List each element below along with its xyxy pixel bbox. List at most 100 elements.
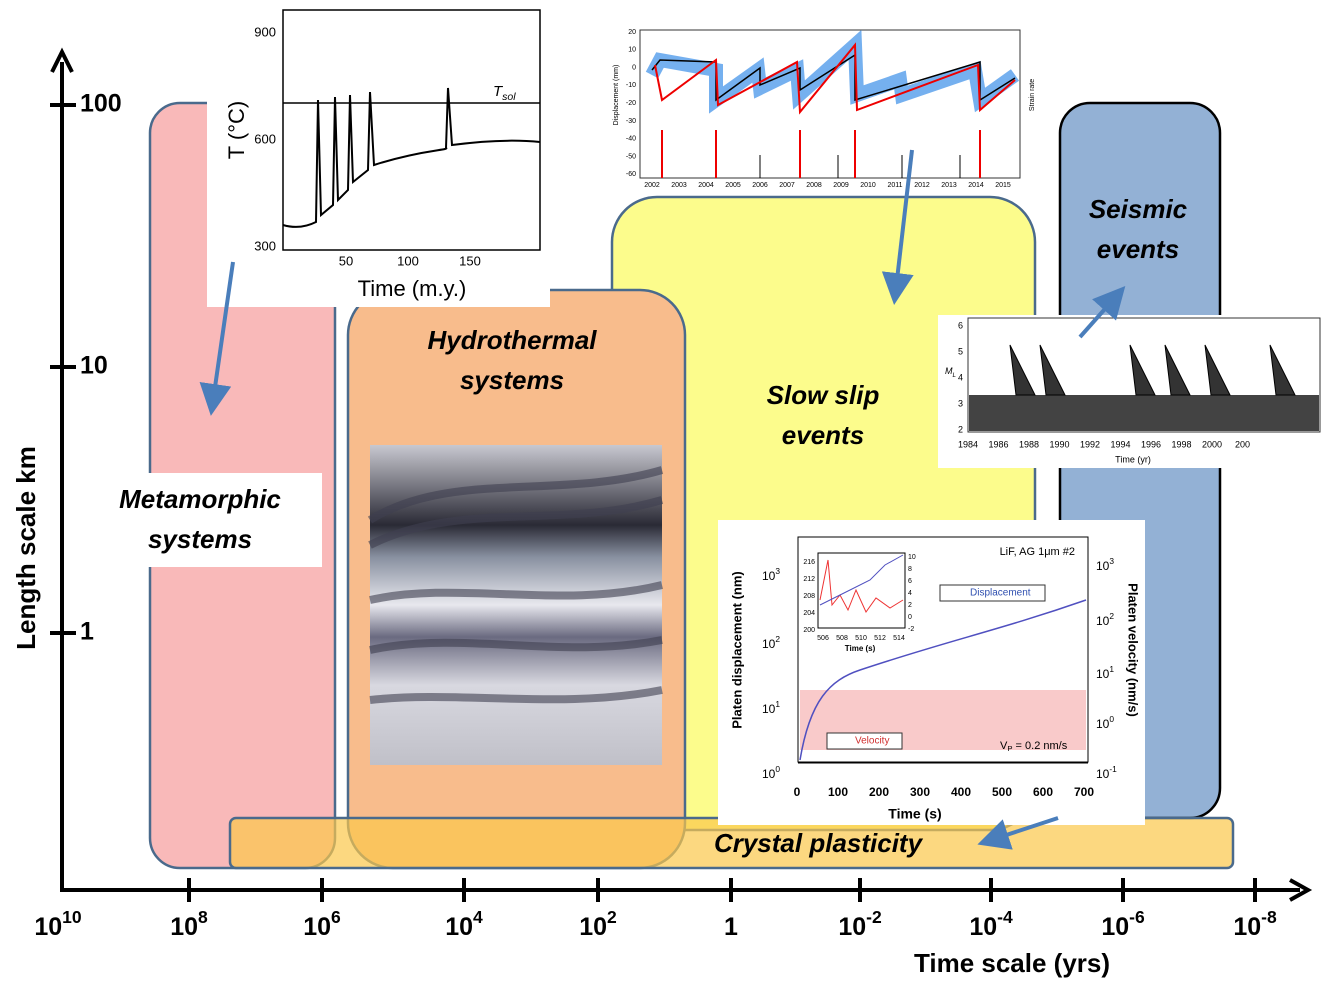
tick-label: 2010	[860, 182, 876, 189]
inset-box	[718, 520, 1145, 825]
y-tick-label: 100	[80, 90, 122, 118]
x-tick-label-exp: -2	[866, 907, 882, 927]
tick-label: 20	[628, 29, 636, 36]
tick-label: 0	[632, 64, 636, 71]
x-tick-label: 10-2	[838, 907, 882, 941]
tick-label-base: 10	[1096, 717, 1110, 731]
tick-label: 1984	[958, 439, 978, 449]
tick-label-exp: 0	[775, 764, 780, 774]
axis-label-sub: L	[953, 372, 957, 379]
axis-label: Platen velocity (nm/s)	[1126, 583, 1141, 717]
axis-label: Platen displacement (nm)	[729, 571, 744, 728]
tick-label: 4	[908, 590, 912, 597]
tick-label: 204	[803, 610, 815, 617]
tick-label: 600	[254, 131, 276, 146]
tick-label: 2004	[698, 182, 714, 189]
tick-label: 4	[958, 372, 963, 382]
x-tick-label-exp: 6	[331, 907, 341, 927]
legend-label: Velocity	[855, 736, 889, 747]
tick-label: 2011	[887, 182, 902, 189]
tick-label: 510	[855, 635, 867, 642]
tick-label-base: 10	[762, 637, 776, 651]
legend-label: Displacement	[970, 588, 1031, 599]
x-tick-label-base: 10	[969, 913, 997, 941]
region-label: Metamorphic	[119, 484, 281, 514]
tick-label: 700	[1074, 785, 1094, 799]
tick-label: 2007	[779, 182, 795, 189]
tick-label: 2008	[806, 182, 822, 189]
tick-label-base: 10	[762, 569, 776, 583]
tick-label-base: 10	[762, 702, 776, 716]
x-tick-label-exp: 10	[62, 907, 82, 927]
axis-label: Displacement (mm)	[613, 65, 620, 126]
tick-label: 2012	[914, 182, 930, 189]
tick-label: 2005	[725, 182, 741, 189]
tick-label: 3	[958, 398, 963, 408]
region-label: events	[1097, 234, 1179, 264]
tick-label: 512	[874, 635, 886, 642]
x-tick-label-base: 10	[1233, 913, 1261, 941]
tick-label: 208	[803, 593, 815, 600]
tick-label: 1990	[1049, 439, 1069, 449]
axis-label: Time (s)	[888, 806, 941, 822]
inset-box	[207, 8, 550, 307]
tick-label: 100	[828, 785, 848, 799]
note-rest: = 0.2 nm/s	[1012, 740, 1067, 752]
tick-label: 100	[397, 253, 419, 268]
tick-label-base: 10	[1096, 667, 1110, 681]
tick-label: 8	[908, 566, 912, 573]
tick-label: 5	[958, 346, 963, 356]
tick-label-exp: 3	[775, 566, 780, 576]
tick-label: 1986	[988, 439, 1008, 449]
tick-label: 1994	[1110, 439, 1130, 449]
tick-label: 2000	[1202, 439, 1222, 449]
x-tick-label-exp: -4	[997, 907, 1013, 927]
axis-label: Time (m.y.)	[358, 276, 467, 301]
tick-label: 2	[908, 602, 912, 609]
tick-label: -20	[626, 100, 636, 107]
tick-label: 600	[1033, 785, 1053, 799]
y-axis-label: Length scale km	[11, 446, 41, 650]
x-tick-label: 1010	[34, 907, 82, 941]
tick-label-exp: 1	[775, 699, 780, 709]
tick-label-base: 10	[1096, 559, 1110, 573]
tick-label: 1996	[1141, 439, 1161, 449]
tick-label: 2015	[995, 182, 1011, 189]
tick-label: 300	[910, 785, 930, 799]
tick-label-exp: 2	[1109, 611, 1114, 621]
x-tick-label: 106	[303, 907, 341, 941]
x-tick-label: 108	[170, 907, 208, 941]
tick-label: 2006	[752, 182, 768, 189]
x-tick-label-exp: 2	[607, 907, 617, 927]
x-tick-label: 10-8	[1233, 907, 1277, 941]
tick-label: 400	[951, 785, 971, 799]
x-tick-label-base: 10	[170, 913, 198, 941]
tick-label-base: 10	[762, 767, 776, 781]
x-tick-label-exp: -6	[1129, 907, 1145, 927]
region-label: Slow slip	[767, 380, 880, 410]
tick-label: -2	[908, 626, 914, 633]
x-tick-label-exp: -8	[1261, 907, 1277, 927]
tick-label-exp: 3	[1109, 556, 1114, 566]
diagram: 1001011010108106104102110-210-410-610-8L…	[0, 0, 1329, 984]
x-tick-label-base: 10	[34, 913, 62, 941]
tick-label-exp: 2	[775, 634, 780, 644]
axis-label: T (°C)	[224, 101, 249, 160]
x-tick-label-base: 10	[838, 913, 866, 941]
tick-label: 300	[254, 238, 276, 253]
tick-label: 508	[836, 635, 848, 642]
tick-label: 514	[893, 635, 905, 642]
tick-label: 2013	[941, 182, 957, 189]
tick-label: 2009	[833, 182, 849, 189]
tick-label: 10	[628, 47, 636, 54]
tick-label: 506	[817, 635, 829, 642]
tick-label: 200	[1235, 439, 1250, 449]
tick-label: 2002	[644, 182, 660, 189]
x-tick-label-exp: 4	[473, 907, 483, 927]
tick-label: 216	[803, 559, 815, 566]
tick-label: 6	[958, 320, 963, 330]
region-label: events	[782, 420, 864, 450]
x-tick-label: 104	[445, 907, 483, 941]
tick-label: -60	[626, 171, 636, 178]
region-label: Hydrothermal	[427, 325, 597, 355]
